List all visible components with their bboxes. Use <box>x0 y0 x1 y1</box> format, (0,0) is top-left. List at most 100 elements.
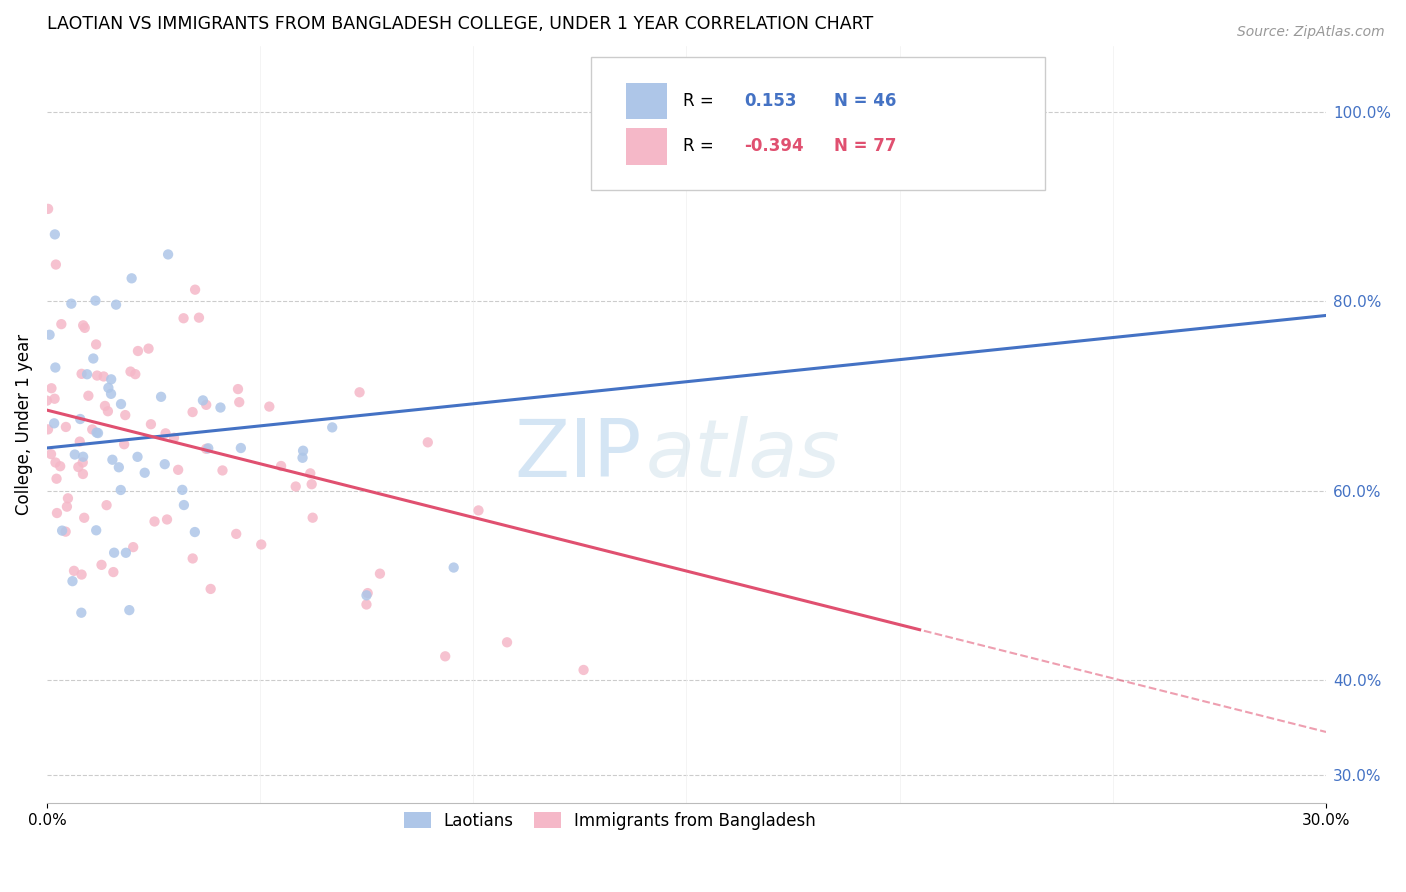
Point <box>156 512 179 526</box>
Point <box>200 582 222 596</box>
Text: 0.153: 0.153 <box>744 92 797 110</box>
Point <box>572 663 595 677</box>
Point <box>72 455 94 469</box>
Point <box>301 510 323 524</box>
Point <box>105 298 128 312</box>
Point <box>97 381 120 395</box>
Point <box>82 422 104 436</box>
Point <box>60 296 83 310</box>
Point <box>292 443 315 458</box>
Point <box>56 491 79 506</box>
Point <box>467 503 489 517</box>
Point <box>55 524 77 539</box>
Point <box>173 498 195 512</box>
Point <box>155 426 177 441</box>
Text: N = 46: N = 46 <box>834 92 896 110</box>
Point <box>44 227 66 242</box>
Point <box>138 342 160 356</box>
Point <box>250 537 273 551</box>
Point <box>100 372 122 386</box>
Point <box>291 450 314 465</box>
Point <box>124 367 146 381</box>
Point <box>225 527 247 541</box>
Point <box>163 431 186 445</box>
Point <box>150 390 173 404</box>
Point <box>120 365 142 379</box>
Point <box>226 382 249 396</box>
Point <box>77 389 100 403</box>
Point <box>184 283 207 297</box>
Point <box>321 420 343 434</box>
Point <box>114 408 136 422</box>
Point <box>228 395 250 409</box>
Point <box>127 344 149 359</box>
Point <box>37 202 59 216</box>
Point <box>356 588 378 602</box>
Point <box>103 565 125 579</box>
Point <box>434 649 457 664</box>
Point <box>157 247 180 261</box>
Point <box>73 321 96 335</box>
Point <box>69 434 91 449</box>
Point <box>51 524 73 538</box>
Point <box>44 392 66 406</box>
Point <box>197 442 219 456</box>
Point <box>94 399 117 413</box>
Point <box>122 540 145 554</box>
Point <box>56 500 79 514</box>
Bar <box>626 83 668 120</box>
Point <box>110 397 132 411</box>
Text: R =: R = <box>683 92 718 110</box>
Point <box>70 606 93 620</box>
Point <box>143 515 166 529</box>
Point <box>51 317 73 331</box>
Point <box>110 483 132 497</box>
Point <box>173 311 195 326</box>
Point <box>167 463 190 477</box>
Point <box>73 510 96 524</box>
Point <box>90 558 112 572</box>
Point <box>118 603 141 617</box>
Point <box>49 459 72 474</box>
FancyBboxPatch shape <box>591 57 1045 190</box>
Point <box>76 368 98 382</box>
Point <box>211 463 233 477</box>
Point <box>349 385 371 400</box>
Point <box>84 293 107 308</box>
Point <box>356 598 378 612</box>
Point <box>84 523 107 537</box>
Point <box>195 398 218 412</box>
Point <box>100 387 122 401</box>
Point <box>443 560 465 574</box>
Point <box>35 393 58 408</box>
Point <box>184 524 207 539</box>
Point <box>121 271 143 285</box>
Point <box>496 635 519 649</box>
Point <box>70 367 93 381</box>
Point <box>139 417 162 432</box>
Point <box>134 466 156 480</box>
Point <box>86 425 108 440</box>
Point <box>112 437 135 451</box>
Point <box>44 456 66 470</box>
Point <box>72 467 94 481</box>
Point <box>368 566 391 581</box>
Point <box>38 327 60 342</box>
Point <box>45 258 67 272</box>
Point <box>72 450 94 464</box>
Point <box>172 483 194 497</box>
Point <box>41 381 63 395</box>
Point <box>188 310 211 325</box>
Text: N = 77: N = 77 <box>834 137 896 155</box>
Text: ZIP: ZIP <box>515 416 641 493</box>
Point <box>63 564 86 578</box>
Point <box>45 472 67 486</box>
Point <box>62 574 84 589</box>
Legend: Laotians, Immigrants from Bangladesh: Laotians, Immigrants from Bangladesh <box>396 805 823 837</box>
Point <box>39 447 62 461</box>
Point <box>55 420 77 434</box>
Point <box>37 422 59 436</box>
Point <box>84 337 107 351</box>
Point <box>181 551 204 566</box>
Point <box>70 567 93 582</box>
